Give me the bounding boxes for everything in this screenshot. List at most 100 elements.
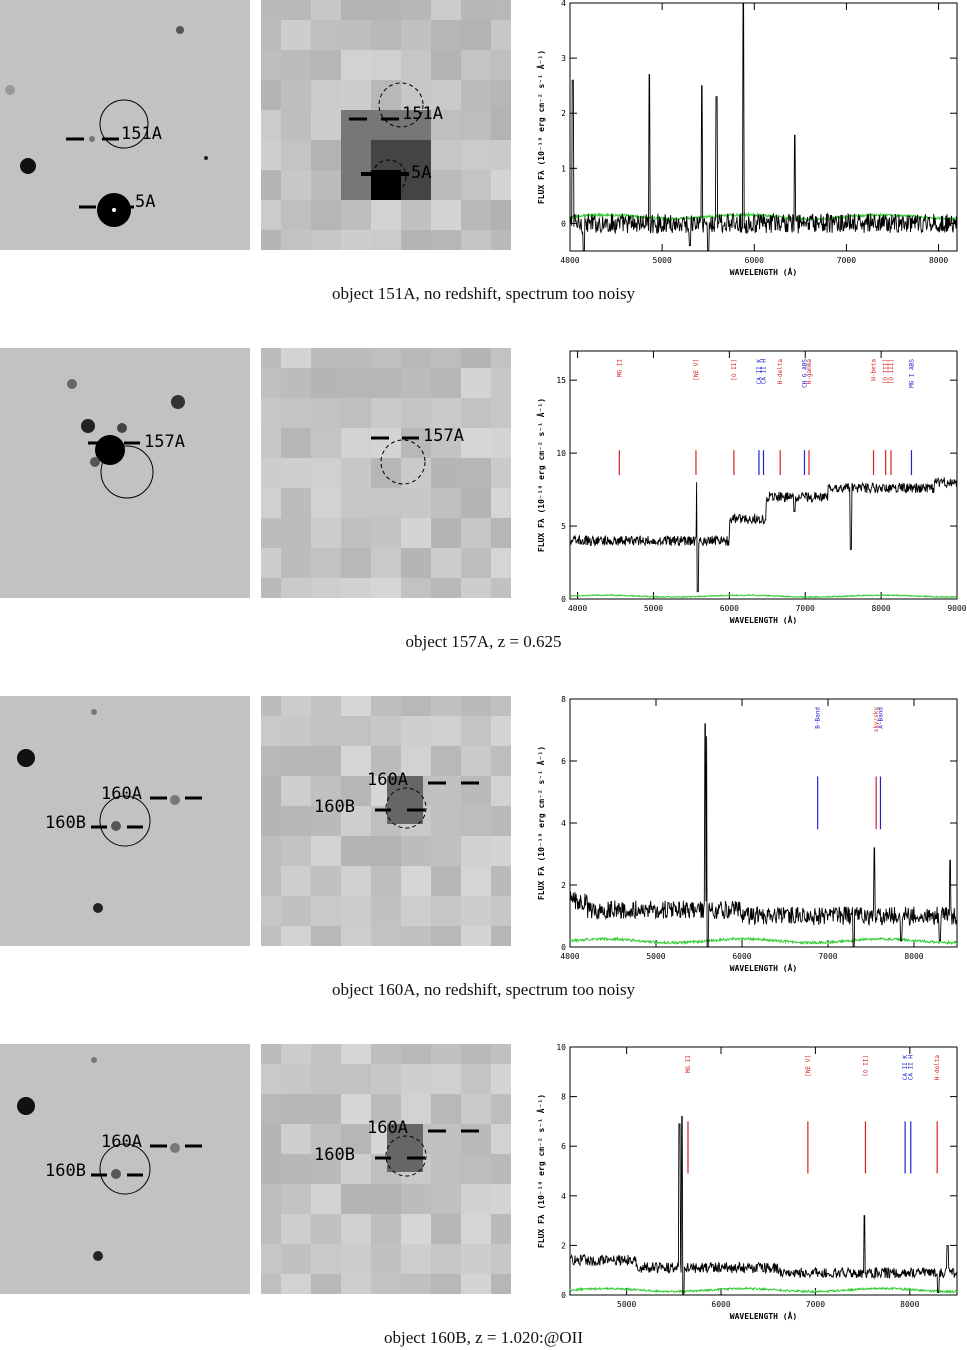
plot-frame	[569, 2, 958, 252]
label-151A: 151A	[121, 124, 162, 144]
y-tick-label: 3	[561, 54, 566, 63]
y-tick-label: 4	[561, 1192, 566, 1201]
line-marker-label: CA II K	[756, 359, 763, 385]
hst-cutout: 157A	[0, 348, 250, 598]
y-tick-label: 2	[561, 109, 566, 118]
error-spectrum-line	[569, 1286, 958, 1294]
error-spectrum-line	[569, 935, 958, 946]
flux-spectrum-line	[569, 476, 958, 593]
line-marker-label: [O II]	[731, 359, 738, 381]
plot-frame	[569, 698, 958, 948]
hst-cutout: 151A 5A	[0, 0, 250, 250]
y-tick-label: 4	[561, 0, 566, 8]
x-axis-label: WAVELENGTH (Å)	[730, 267, 797, 277]
x-tick-label: 4000	[560, 952, 579, 961]
label-157A: 157A	[144, 432, 185, 452]
line-marker-label: CH G ABS	[801, 359, 808, 388]
label-160B: 160B	[314, 1145, 355, 1165]
x-tick-label: 8000	[900, 1300, 919, 1309]
caption: object 157A, z = 0.625	[405, 632, 562, 651]
line-marker-label: H-delta	[934, 1055, 941, 1081]
spectrum-chart: 4000 5000 6000 7000 8000 9000 0 5 10 15 WAVELENGTH…	[520, 348, 967, 631]
label-160A: 160A	[101, 784, 142, 804]
x-axis-label: WAVELENGTH (Å)	[730, 963, 797, 973]
ground-cutout: 160A 160B	[261, 1044, 511, 1294]
y-tick-label: 8	[561, 1093, 566, 1102]
line-marker-label: MG II	[685, 1055, 692, 1073]
line-marker-label: MG I ABS	[908, 359, 915, 388]
line-marker-label: A-Band	[877, 707, 884, 729]
y-tick-label: 0	[561, 595, 566, 604]
y-tick-label: 8	[561, 696, 566, 704]
x-tick-label: 7000	[837, 256, 856, 265]
y-tick-label: 2	[561, 1241, 566, 1250]
line-marker-label: MG II	[616, 359, 623, 377]
y-tick-label: 6	[561, 757, 566, 766]
y-tick-label: 0	[561, 943, 566, 952]
x-tick-label: 6000	[732, 952, 751, 961]
line-marker-label: CA II H	[761, 359, 768, 385]
spectrum-chart: 5000 6000 7000 8000 0 2 4 6 8 10 WAVELENGTH (Å) FLU…	[520, 1043, 967, 1327]
y-tick-label: 5	[561, 522, 566, 531]
y-tick-label: 0	[561, 1291, 566, 1300]
line-marker-label: H-delta	[777, 359, 784, 385]
spectrum-chart: 4000 5000 6000 7000 8000 0 1 2 3 4 WAVELENGTH (Å) F…	[520, 0, 967, 283]
x-tick-label: 6000	[711, 1300, 730, 1309]
plot-frame	[569, 1046, 958, 1296]
error-spectrum-line	[569, 593, 958, 599]
flux-spectrum-line	[569, 1115, 958, 1296]
x-tick-label: 8000	[904, 952, 923, 961]
x-tick-label: 5000	[646, 952, 665, 961]
ground-cutout: 151A 5A	[261, 0, 511, 250]
caption: object 160A, no redshift, spectrum too n…	[331, 980, 636, 999]
caption: object 160B, z = 1.020:@OII	[384, 1328, 583, 1347]
x-axis-label: WAVELENGTH (Å)	[730, 1311, 797, 1321]
y-tick-label: 10	[556, 449, 566, 458]
y-tick-label: 6	[561, 1142, 566, 1151]
ground-cutout: 157A	[261, 348, 511, 598]
x-tick-label: 4000	[560, 256, 579, 265]
label-160B: 160B	[314, 797, 355, 817]
flux-spectrum-line	[569, 2, 958, 252]
ground-cutout: 160A 160B	[261, 696, 511, 946]
y-tick-label: 2	[561, 881, 566, 890]
x-axis-label: WAVELENGTH (Å)	[730, 615, 797, 625]
label-160A: 160A	[367, 770, 408, 790]
x-tick-label: 8000	[929, 256, 948, 265]
label-5A: 5A	[135, 192, 155, 212]
spectrum-chart: 4000 5000 6000 7000 8000 0 2 4 6 8 WAVELENGTH (Å) F…	[520, 695, 967, 979]
y-tick-label: 15	[556, 376, 566, 385]
line-marker-label: sky/sky	[873, 707, 880, 733]
x-tick-label: 7000	[796, 604, 815, 613]
y-tick-label: 10	[556, 1044, 566, 1052]
label-160B: 160B	[45, 813, 86, 833]
y-axis-label: FLUX Fλ (10⁻¹⁸ erg cm⁻² s⁻¹ Å⁻¹)	[536, 1094, 546, 1248]
flux-spectrum-line	[569, 723, 958, 948]
label-160B: 160B	[45, 1161, 86, 1181]
y-axis-label: FLUX Fλ (10⁻¹⁸ erg cm⁻² s⁻¹ Å⁻¹)	[536, 746, 546, 900]
line-marker-label: [NE V]	[693, 359, 700, 381]
line-marker-label: [O III]	[888, 359, 895, 384]
x-tick-label: 6000	[745, 256, 764, 265]
y-axis-label: FLUX Fλ (10⁻¹⁸ erg cm⁻² s⁻¹ Å⁻¹)	[536, 50, 546, 204]
label-160A: 160A	[101, 1132, 142, 1152]
hst-cutout: 160A 160B	[0, 696, 250, 946]
plot-frame	[569, 350, 958, 600]
y-tick-label: 4	[561, 819, 566, 828]
y-tick-label: 0	[561, 219, 566, 228]
line-marker-label: CA II H	[908, 1055, 915, 1081]
x-tick-label: 8000	[871, 604, 890, 613]
x-tick-label: 5000	[653, 256, 672, 265]
x-tick-label: 9000	[947, 604, 966, 613]
x-tick-label: 6000	[720, 604, 739, 613]
line-marker-label: [O II]	[862, 1055, 869, 1077]
caption: object 151A, no redshift, spectrum too n…	[331, 284, 636, 303]
line-marker-label: [O III]	[883, 359, 890, 384]
line-marker-label: B-Band	[815, 707, 822, 729]
line-marker-label: H-gamma	[806, 359, 813, 385]
label-157A: 157A	[423, 426, 464, 446]
label-5A: 5A	[411, 163, 431, 183]
label-160A: 160A	[367, 1118, 408, 1138]
x-tick-label: 7000	[806, 1300, 825, 1309]
hst-cutout: 160A 160B	[0, 1044, 250, 1294]
